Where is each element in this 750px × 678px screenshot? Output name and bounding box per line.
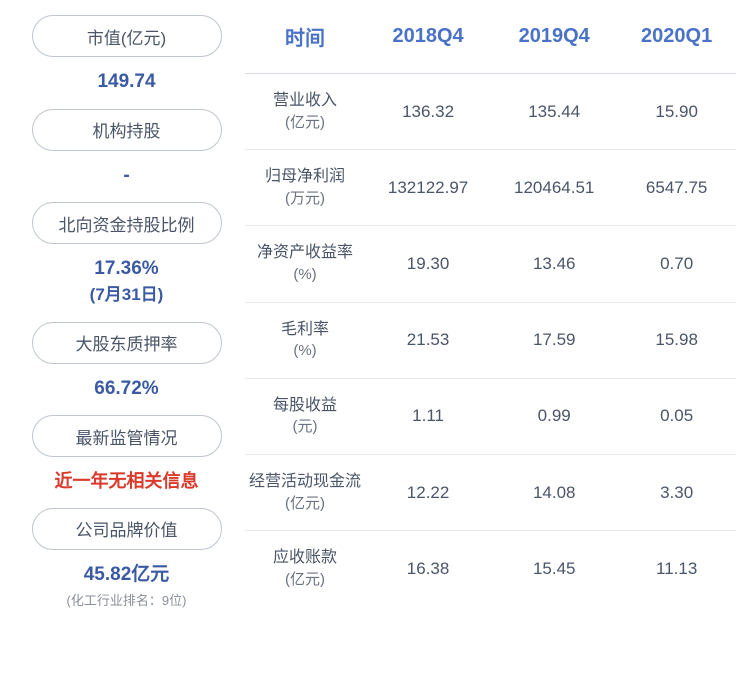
cell: 17.59 xyxy=(491,302,617,378)
metric-name: 应收账款 xyxy=(273,549,337,566)
metric-unit: (%) xyxy=(293,266,316,283)
table-row: 应收账款 (亿元) 16.38 15.45 11.13 xyxy=(245,531,736,607)
right-panel: 时间 2018Q4 2019Q4 2020Q1 营业收入 (亿元) 136.32… xyxy=(245,0,750,678)
table-header-row: 时间 2018Q4 2019Q4 2020Q1 xyxy=(245,0,736,74)
cell: 13.46 xyxy=(491,226,617,302)
table-body: 营业收入 (亿元) 136.32 135.44 15.90 归母净利润 (万元)… xyxy=(245,74,736,607)
cell: 19.30 xyxy=(365,226,491,302)
cell: 15.98 xyxy=(617,302,736,378)
col-2018q4: 2018Q4 xyxy=(365,0,491,74)
metric-name: 每股收益 xyxy=(273,397,337,414)
metric-cell: 营业收入 (亿元) xyxy=(245,74,365,150)
northbound-percent: 17.36% xyxy=(94,258,158,279)
cell: 135.44 xyxy=(491,74,617,150)
table-row: 净资产收益率 (%) 19.30 13.46 0.70 xyxy=(245,226,736,302)
metric-cell: 毛利率 (%) xyxy=(245,302,365,378)
brand-label: 公司品牌价值 xyxy=(76,516,178,541)
cell: 136.32 xyxy=(365,74,491,150)
regulatory-pill: 最新监管情况 xyxy=(32,415,222,457)
metric-cell: 应收账款 (亿元) xyxy=(245,531,365,607)
metric-unit: (万元) xyxy=(285,190,325,207)
northbound-value: 17.36% (7月31日) xyxy=(28,256,225,307)
metric-name: 营业收入 xyxy=(273,92,337,109)
table-row: 营业收入 (亿元) 136.32 135.44 15.90 xyxy=(245,74,736,150)
cell: 12.22 xyxy=(365,454,491,530)
brand-amount: 45.82亿元 xyxy=(84,564,170,585)
cell: 15.45 xyxy=(491,531,617,607)
left-panel: 市值(亿元) 149.74 机构持股 - 北向资金持股比例 17.36% (7月… xyxy=(0,0,245,678)
inst-holding-label: 机构持股 xyxy=(93,117,161,142)
table-row: 经营活动现金流 (亿元) 12.22 14.08 3.30 xyxy=(245,454,736,530)
market-cap-label: 市值(亿元) xyxy=(87,24,166,49)
cell: 15.90 xyxy=(617,74,736,150)
brand-pill: 公司品牌价值 xyxy=(32,508,222,550)
table-row: 归母净利润 (万元) 132122.97 120464.51 6547.75 xyxy=(245,150,736,226)
metric-unit: (%) xyxy=(293,342,316,359)
col-2019q4: 2019Q4 xyxy=(491,0,617,74)
market-cap-pill: 市值(亿元) xyxy=(32,15,222,57)
metric-name: 净资产收益率 xyxy=(257,244,353,261)
cell: 11.13 xyxy=(617,531,736,607)
northbound-label: 北向资金持股比例 xyxy=(59,211,195,236)
regulatory-label: 最新监管情况 xyxy=(76,424,178,449)
table-row: 毛利率 (%) 21.53 17.59 15.98 xyxy=(245,302,736,378)
cell: 21.53 xyxy=(365,302,491,378)
financial-table: 时间 2018Q4 2019Q4 2020Q1 营业收入 (亿元) 136.32… xyxy=(245,0,736,606)
metric-unit: (元) xyxy=(293,418,318,435)
cell: 16.38 xyxy=(365,531,491,607)
cell: 1.11 xyxy=(365,378,491,454)
pledge-value: 66.72% xyxy=(28,376,225,402)
metric-unit: (亿元) xyxy=(285,114,325,131)
metric-cell: 经营活动现金流 (亿元) xyxy=(245,454,365,530)
metric-cell: 净资产收益率 (%) xyxy=(245,226,365,302)
metric-unit: (亿元) xyxy=(285,495,325,512)
table-row: 每股收益 (元) 1.11 0.99 0.05 xyxy=(245,378,736,454)
metric-cell: 归母净利润 (万元) xyxy=(245,150,365,226)
pledge-label: 大股东质押率 xyxy=(76,330,178,355)
cell: 3.30 xyxy=(617,454,736,530)
inst-holding-value: - xyxy=(28,163,225,189)
metric-name: 经营活动现金流 xyxy=(249,473,361,490)
regulatory-value: 近一年无相关信息 xyxy=(28,469,225,493)
metric-name: 归母净利润 xyxy=(265,168,345,185)
cell: 0.99 xyxy=(491,378,617,454)
col-time: 时间 xyxy=(245,0,365,74)
metric-cell: 每股收益 (元) xyxy=(245,378,365,454)
brand-value: 45.82亿元 (化工行业排名：9位) xyxy=(28,562,225,613)
pledge-pill: 大股东质押率 xyxy=(32,322,222,364)
inst-holding-pill: 机构持股 xyxy=(32,109,222,151)
cell: 120464.51 xyxy=(491,150,617,226)
col-2020q1: 2020Q1 xyxy=(617,0,736,74)
northbound-pill: 北向资金持股比例 xyxy=(32,202,222,244)
brand-rank-note: (化工行业排名：9位) xyxy=(67,593,187,608)
market-cap-value: 149.74 xyxy=(28,69,225,95)
cell: 0.05 xyxy=(617,378,736,454)
cell: 14.08 xyxy=(491,454,617,530)
metric-name: 毛利率 xyxy=(281,321,329,338)
metric-unit: (亿元) xyxy=(285,571,325,588)
northbound-date: (7月31日) xyxy=(90,285,164,304)
cell: 132122.97 xyxy=(365,150,491,226)
cell: 0.70 xyxy=(617,226,736,302)
cell: 6547.75 xyxy=(617,150,736,226)
